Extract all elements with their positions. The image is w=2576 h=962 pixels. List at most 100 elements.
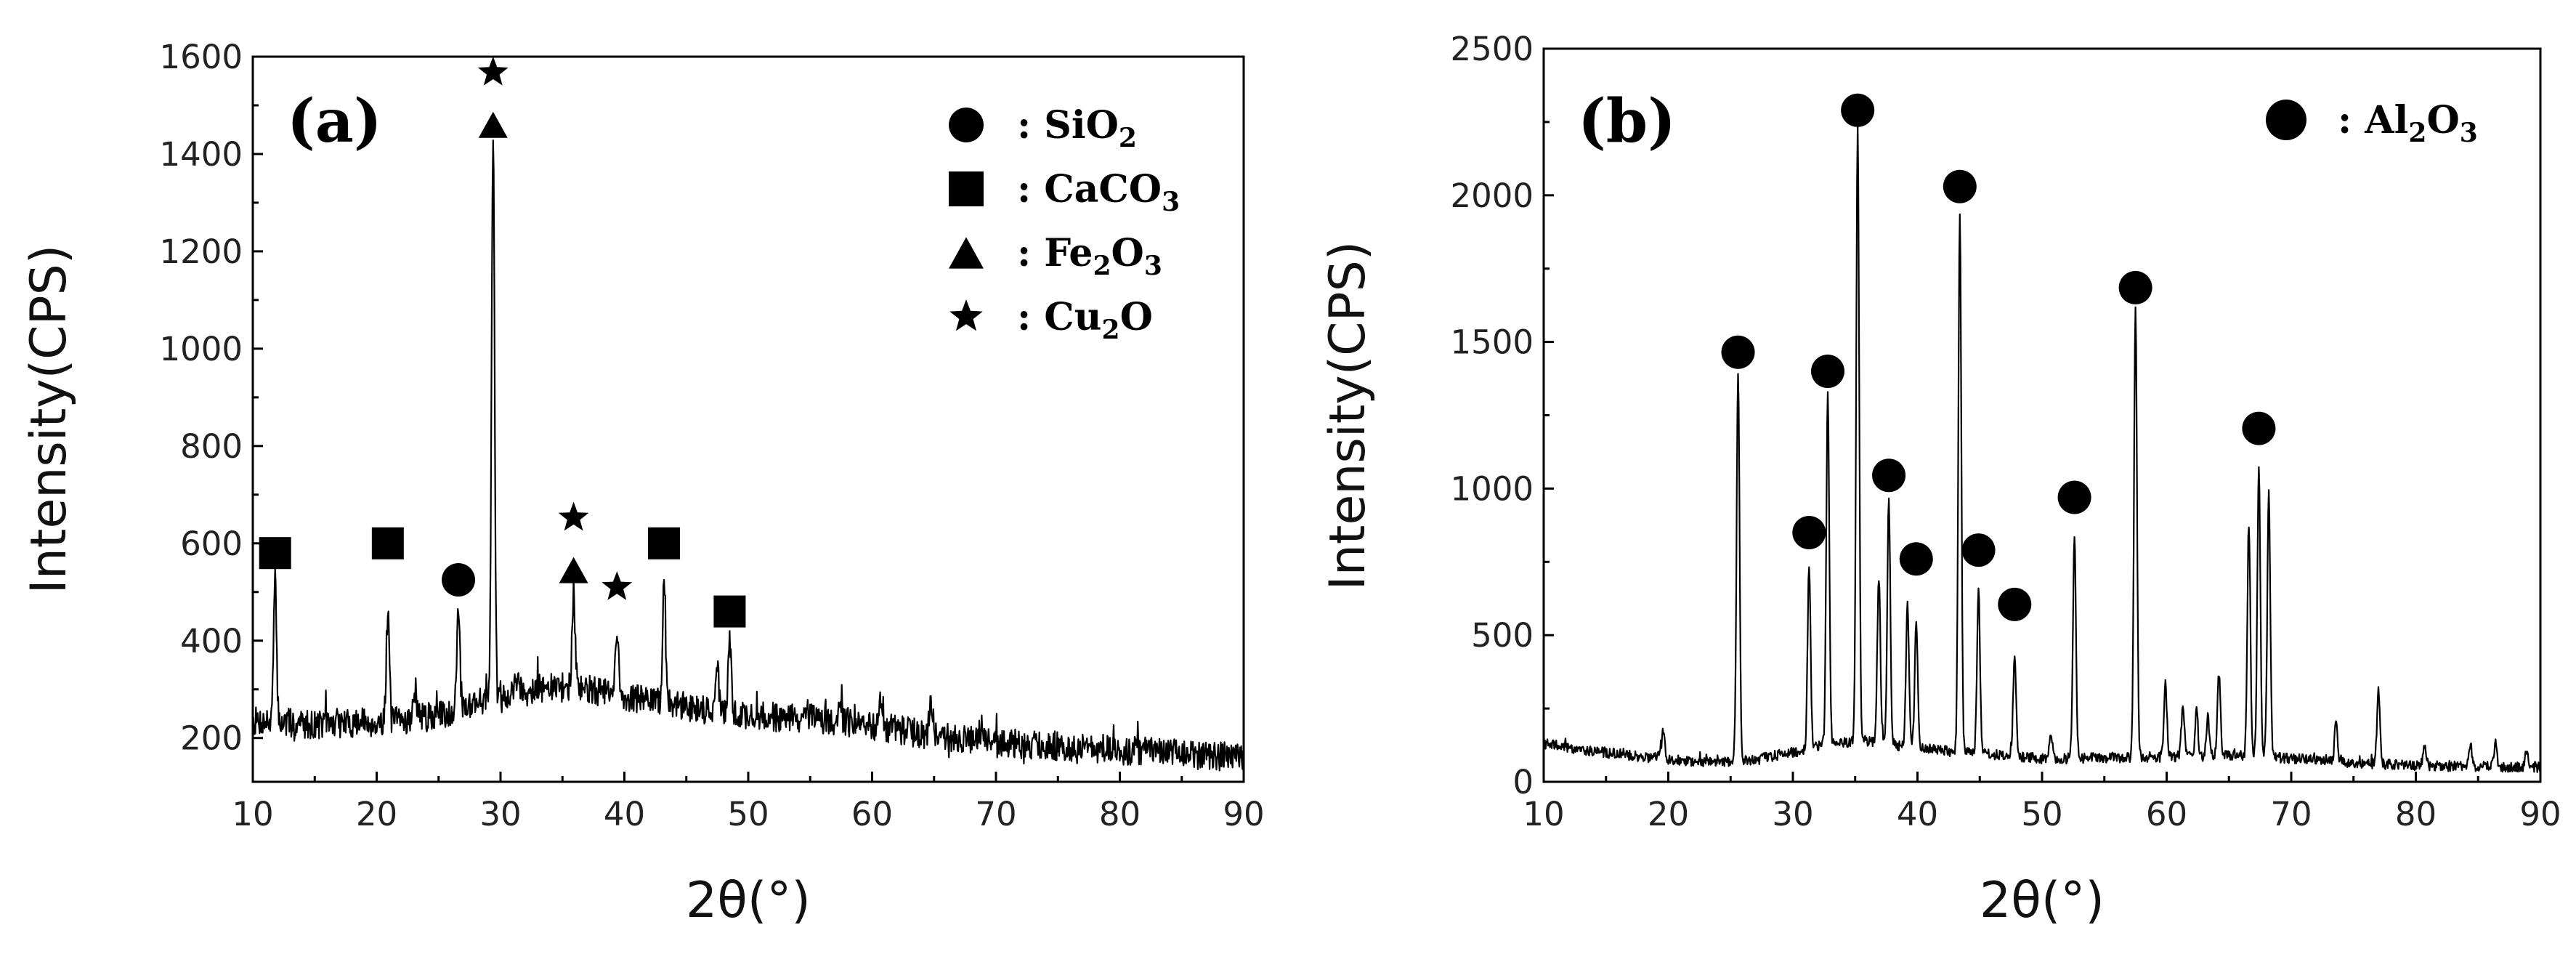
panel-b-y-axis-title: Intensity(CPS) — [1319, 241, 1377, 591]
legend-subscript: 3 — [1144, 251, 1162, 281]
x-tick-label: 80 — [2395, 795, 2437, 833]
legend-label: : Fe2O3 — [1017, 231, 1162, 281]
star-marker — [602, 571, 633, 600]
circle-marker — [1792, 515, 1826, 549]
legend-label: : Al2O3 — [2338, 98, 2478, 148]
x-tick-label: 50 — [727, 795, 769, 833]
legend-square-icon — [949, 171, 984, 206]
circle-marker — [1721, 335, 1755, 369]
legend-formula: : Cu — [1017, 295, 1102, 339]
y-tick-label: 500 — [1471, 616, 1534, 655]
x-tick-label: 40 — [604, 795, 645, 833]
x-tick-label: 60 — [2146, 795, 2187, 833]
circle-marker — [2057, 480, 2091, 514]
circle-marker — [2118, 270, 2152, 304]
panel-a-frame — [251, 55, 1245, 783]
y-tick-label: 1500 — [1450, 323, 1534, 362]
square-marker — [713, 595, 746, 628]
y-tick-label: 1000 — [159, 330, 243, 368]
circle-marker — [1811, 354, 1845, 388]
x-tick-label: 60 — [851, 795, 893, 833]
legend-label: : Cu2O — [1017, 295, 1153, 345]
y-tick-label: 200 — [180, 719, 243, 758]
x-tick-label: 30 — [1772, 795, 1813, 833]
square-marker — [259, 537, 291, 570]
panel-a-peak-markers — [259, 56, 746, 628]
panel-b-label: (b) — [1578, 86, 1676, 156]
panel-b: 10 20 30 40 50 60 70 80 90 0 500 1000 1500 2000 2500 (… — [1319, 30, 2561, 929]
x-tick-label: 10 — [232, 795, 273, 833]
y-tick-label: 600 — [180, 525, 243, 563]
panel-a-xrd-line — [251, 140, 1245, 772]
y-tick-label: 1200 — [159, 233, 243, 271]
y-tick-label: 2000 — [1450, 177, 1534, 215]
y-tick-label: 800 — [180, 427, 243, 466]
legend-subscript: 2 — [1093, 251, 1111, 281]
panel-b-legend: : Al2O3 — [2266, 98, 2478, 148]
legend-star-icon — [949, 299, 983, 331]
circle-marker — [1961, 533, 1996, 567]
x-tick-label: 70 — [975, 795, 1016, 833]
panel-a-trace — [251, 140, 1245, 772]
y-tick-label: 1400 — [159, 135, 243, 174]
legend-formula: : CaCO — [1017, 167, 1162, 211]
legend-formula: : SiO — [1017, 103, 1119, 147]
y-tick-label: 0 — [1512, 763, 1534, 801]
y-tick-label: 1600 — [159, 38, 243, 76]
star-marker — [558, 501, 589, 531]
panel-a-legend: : SiO2: CaCO3: Fe2O3: Cu2O — [949, 103, 1180, 345]
x-tick-label: 10 — [1523, 795, 1564, 833]
x-tick-label: 20 — [1648, 795, 1689, 833]
square-marker — [371, 527, 404, 559]
legend-subscript: 2 — [1102, 315, 1120, 345]
y-tick-label: 1000 — [1450, 469, 1534, 508]
x-tick-label: 30 — [479, 795, 521, 833]
legend-formula-part: O — [1111, 231, 1144, 275]
panel-b-xrd-line — [1542, 124, 2542, 773]
circle-marker — [1998, 587, 2032, 621]
square-marker — [648, 527, 681, 559]
legend-formula-part: O — [1120, 295, 1153, 339]
legend-formula: : Fe — [1017, 231, 1093, 275]
legend-subscript: 3 — [2460, 118, 2478, 148]
circle-marker — [1872, 458, 1906, 493]
x-tick-label: 20 — [356, 795, 397, 833]
y-tick-label: 400 — [180, 622, 243, 660]
legend-label: : SiO2 — [1017, 103, 1137, 153]
circle-marker — [1943, 169, 1977, 203]
legend-circle-icon — [2266, 100, 2306, 140]
triangle-marker — [478, 111, 508, 138]
panel-a-x-axis-title: 2θ(°) — [686, 872, 811, 929]
x-tick-label: 80 — [1099, 795, 1141, 833]
x-tick-label: 90 — [1223, 795, 1264, 833]
panel-b-x-axis-title: 2θ(°) — [1980, 872, 2105, 929]
panel-a-label: (a) — [287, 86, 382, 156]
circle-marker — [1841, 93, 1875, 127]
panel-b-frame — [1542, 47, 2542, 783]
x-tick-label: 70 — [2270, 795, 2312, 833]
triangle-marker — [559, 557, 588, 583]
legend-circle-icon — [949, 108, 984, 142]
circle-marker — [2242, 411, 2276, 445]
x-tick-label: 40 — [1897, 795, 1938, 833]
panel-b-trace — [1542, 124, 2542, 773]
legend-subscript: 3 — [1162, 187, 1180, 217]
legend-formula-part: O — [2426, 98, 2459, 142]
panel-a-axis-ticks: 10 20 30 40 50 60 70 80 90 200 400 600 800 1000 1200 14… — [159, 38, 1264, 833]
star-marker — [477, 56, 509, 86]
x-tick-label: 50 — [2021, 795, 2062, 833]
y-tick-label: 2500 — [1450, 30, 1534, 68]
legend-label: : CaCO3 — [1017, 167, 1180, 217]
panel-a-y-axis-title: Intensity(CPS) — [20, 245, 78, 594]
panel-a: 10 20 30 40 50 60 70 80 90 200 400 600 800 1000 1200 14… — [20, 38, 1265, 929]
circle-marker — [1899, 542, 1933, 576]
legend-subscript: 2 — [1119, 123, 1137, 153]
legend-triangle-icon — [949, 237, 984, 269]
panel-b-peak-markers — [1721, 93, 2276, 621]
panel-b-axis-ticks: 10 20 30 40 50 60 70 80 90 0 500 1000 1500 2000 2500 — [1450, 30, 2561, 833]
circle-marker — [442, 563, 476, 597]
legend-subscript: 2 — [2408, 118, 2426, 148]
x-tick-label: 90 — [2519, 795, 2561, 833]
legend-formula: : Al — [2338, 98, 2408, 142]
